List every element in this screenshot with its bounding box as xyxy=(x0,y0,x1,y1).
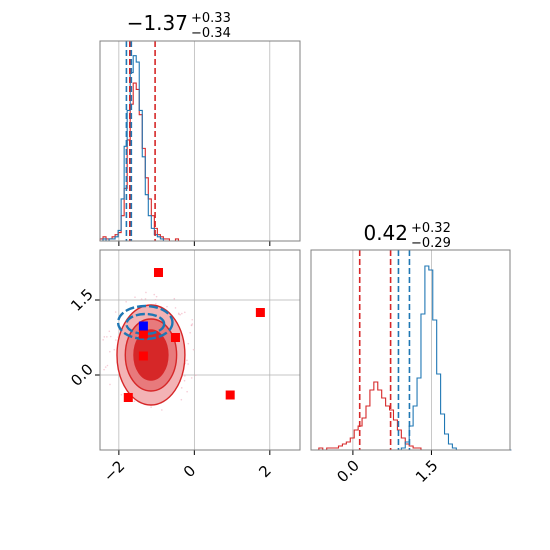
sample-point xyxy=(166,305,168,308)
sample-point xyxy=(191,318,194,321)
sample-point xyxy=(114,311,117,313)
sample-point xyxy=(109,350,111,353)
sample-point xyxy=(184,375,186,377)
sample-point xyxy=(186,359,188,362)
top-histogram-panel xyxy=(99,40,301,246)
sample-point xyxy=(102,339,104,341)
sample-point xyxy=(109,335,112,338)
red-density-contour xyxy=(133,329,169,381)
bottom-right-hist-tick-label-x: 1.5 xyxy=(412,456,442,486)
red-square-marker xyxy=(170,333,180,342)
sample-point xyxy=(155,303,157,305)
scatter-frame xyxy=(99,249,301,451)
red-square-marker xyxy=(225,390,235,400)
sample-point xyxy=(173,297,176,300)
scatter-tick-label-y: 1.5 xyxy=(67,285,97,315)
sample-point xyxy=(108,330,111,333)
sample-point xyxy=(178,313,180,315)
scatter-tick-label-x: 2 xyxy=(255,462,274,481)
bottom-right-hist-frame xyxy=(310,249,511,451)
bottom-right-title-lower: −0.29 xyxy=(411,236,451,251)
blue-density-contour xyxy=(116,304,174,341)
sample-point xyxy=(113,348,116,351)
bottom-right-histogram-panel: 0.0 1.5 xyxy=(310,249,512,486)
sample-point xyxy=(174,307,177,309)
sample-point xyxy=(180,387,183,389)
top-title-center: −1.37 xyxy=(127,11,188,35)
sample-point xyxy=(120,393,123,396)
sample-point xyxy=(180,398,183,401)
bottom-right-hist-blue-histogram xyxy=(311,265,512,451)
sample-point xyxy=(187,363,189,365)
scatter-tick-label-y: 0.0 xyxy=(67,360,97,390)
sample-point xyxy=(189,331,191,334)
sample-point xyxy=(186,390,188,393)
sample-point xyxy=(125,300,127,303)
sample-point xyxy=(154,298,157,301)
red-square-marker xyxy=(255,308,265,317)
sample-point xyxy=(183,379,186,382)
blue-density-contour xyxy=(125,312,166,336)
sample-point xyxy=(183,311,186,314)
sample-point xyxy=(194,374,197,376)
sample-point xyxy=(144,298,147,300)
top-hist-frame xyxy=(99,40,301,242)
bottom-right-title-center: 0.42 xyxy=(363,221,408,245)
sample-point xyxy=(150,406,152,408)
sample-point xyxy=(115,339,117,341)
bottom-right-hist-red-histogram xyxy=(311,381,512,451)
sample-point xyxy=(109,383,111,386)
sample-point xyxy=(140,298,143,300)
scatter-tick-label-x: −2 xyxy=(100,457,128,485)
sample-point xyxy=(134,296,136,298)
red-square-marker xyxy=(138,351,148,361)
sample-point xyxy=(104,366,107,368)
red-square-marker xyxy=(153,268,163,277)
sample-point xyxy=(103,368,105,371)
scatter-contour-panel: −2 0 2 0.0 1.5 xyxy=(67,249,301,485)
bottom-right-title-upper: +0.32 xyxy=(411,221,451,236)
sample-point xyxy=(190,324,193,327)
blue-square-marker xyxy=(138,321,148,331)
sample-point xyxy=(191,323,194,325)
sample-point xyxy=(161,409,163,411)
sample-point xyxy=(179,313,181,316)
sample-point xyxy=(187,342,190,345)
sample-point xyxy=(190,377,193,379)
top-title-lower: −0.34 xyxy=(191,26,231,41)
sample-point xyxy=(106,336,108,338)
sample-point xyxy=(181,312,183,315)
sample-point xyxy=(133,400,136,403)
sample-point xyxy=(106,364,109,367)
sample-point xyxy=(155,295,158,298)
scatter-tick-label-x: 0 xyxy=(180,462,199,481)
red-square-marker xyxy=(123,393,133,402)
sample-point xyxy=(153,293,156,296)
sample-point xyxy=(192,348,195,351)
sample-point xyxy=(145,291,147,294)
sample-point xyxy=(103,336,106,338)
red-square-marker xyxy=(138,329,148,339)
top-title-upper: +0.33 xyxy=(191,11,231,26)
bottom-right-hist-tick-label-x: 0.0 xyxy=(333,456,363,486)
